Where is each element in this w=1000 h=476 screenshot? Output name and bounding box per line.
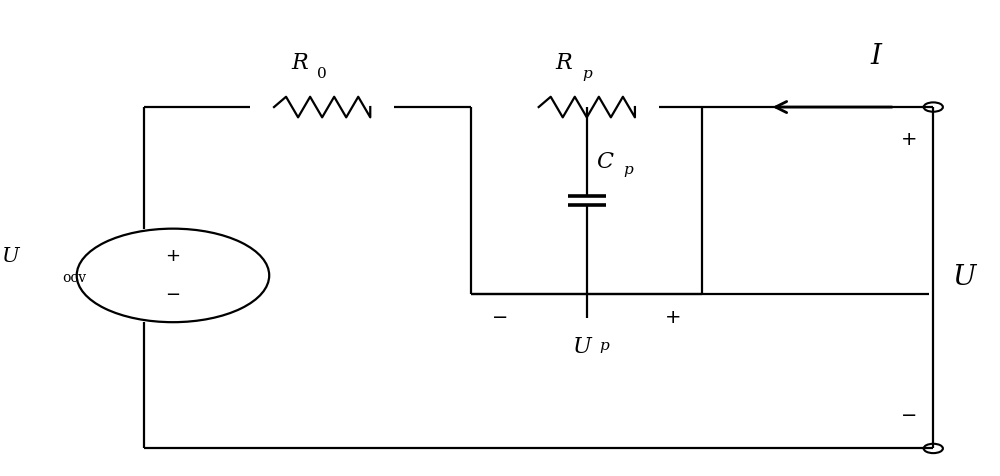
- Text: R: R: [556, 52, 572, 74]
- Text: −: −: [492, 308, 508, 327]
- Text: +: +: [665, 308, 682, 327]
- Text: U: U: [1, 247, 19, 266]
- Text: 0: 0: [317, 67, 327, 81]
- Text: −: −: [165, 286, 181, 304]
- Text: p: p: [599, 338, 609, 353]
- Text: p: p: [582, 67, 592, 81]
- Text: ocv: ocv: [62, 271, 86, 285]
- Text: U: U: [573, 336, 592, 358]
- Text: I: I: [870, 43, 881, 69]
- Text: U: U: [953, 264, 976, 291]
- Text: +: +: [165, 247, 180, 265]
- Text: p: p: [623, 163, 633, 177]
- Text: +: +: [901, 130, 917, 149]
- Text: C: C: [596, 150, 613, 172]
- Text: R: R: [291, 52, 308, 74]
- Text: −: −: [901, 406, 917, 425]
